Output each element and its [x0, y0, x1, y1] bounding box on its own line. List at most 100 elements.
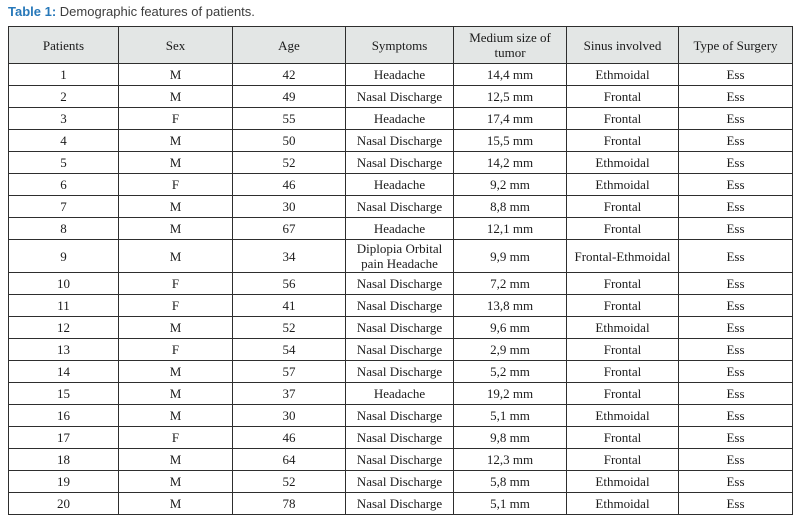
- cell-sinus-involved: Frontal: [566, 294, 679, 317]
- cell-age: 42: [232, 63, 346, 86]
- cell-type-of-surgery: Ess: [678, 85, 793, 108]
- cell-symptoms: Nasal Discharge: [345, 338, 454, 361]
- cell-type-of-surgery: Ess: [678, 272, 793, 295]
- cell-patients: 3: [8, 107, 119, 130]
- cell-patients: 4: [8, 129, 119, 152]
- table-row: 8 M 67 Headache 12,1 mm Frontal Ess: [8, 217, 793, 240]
- cell-patients: 17: [8, 426, 119, 449]
- table-body: 1 M 42 Headache 14,4 mm Ethmoidal Ess 2 M 49 Nasal…: [8, 63, 793, 515]
- cell-type-of-surgery: Ess: [678, 426, 793, 449]
- table-caption-text: Demographic features of patients.: [56, 4, 255, 19]
- cell-patients: 9: [8, 239, 119, 273]
- cell-sex: F: [118, 272, 233, 295]
- table-row: 7 M 30 Nasal Discharge 8,8 mm Frontal Ess: [8, 195, 793, 218]
- cell-patients: 11: [8, 294, 119, 317]
- table-row: 12 M 52 Nasal Discharge 9,6 mm Ethmoidal Ess: [8, 316, 793, 339]
- cell-patients: 20: [8, 492, 119, 515]
- cell-type-of-surgery: Ess: [678, 195, 793, 218]
- cell-type-of-surgery: Ess: [678, 404, 793, 427]
- cell-medium-size-of-tumor: 5,1 mm: [453, 492, 567, 515]
- cell-age: 67: [232, 217, 346, 240]
- cell-medium-size-of-tumor: 9,8 mm: [453, 426, 567, 449]
- cell-patients: 14: [8, 360, 119, 383]
- cell-sex: M: [118, 195, 233, 218]
- table-row: 11 F 41 Nasal Discharge 13,8 mm Frontal Ess: [8, 294, 793, 317]
- table-row: 18 M 64 Nasal Discharge 12,3 mm Frontal Ess: [8, 448, 793, 471]
- table-row: 19 M 52 Nasal Discharge 5,8 mm Ethmoidal Ess: [8, 470, 793, 493]
- cell-age: 56: [232, 272, 346, 295]
- cell-sex: M: [118, 492, 233, 515]
- cell-age: 50: [232, 129, 346, 152]
- table-row: 2 M 49 Nasal Discharge 12,5 mm Frontal Ess: [8, 85, 793, 108]
- cell-sinus-involved: Ethmoidal: [566, 404, 679, 427]
- col-header-type-of-surgery: Type of Surgery: [678, 26, 793, 64]
- cell-medium-size-of-tumor: 5,1 mm: [453, 404, 567, 427]
- col-header-sex: Sex: [118, 26, 233, 64]
- cell-medium-size-of-tumor: 9,9 mm: [453, 239, 567, 273]
- cell-symptoms: Headache: [345, 63, 454, 86]
- table-row: 3 F 55 Headache 17,4 mm Frontal Ess: [8, 107, 793, 130]
- cell-type-of-surgery: Ess: [678, 63, 793, 86]
- cell-symptoms: Nasal Discharge: [345, 272, 454, 295]
- cell-age: 37: [232, 382, 346, 405]
- col-header-medium-size-of-tumor: Medium size of tumor: [453, 26, 567, 64]
- cell-age: 78: [232, 492, 346, 515]
- col-header-age: Age: [232, 26, 346, 64]
- cell-age: 34: [232, 239, 346, 273]
- cell-patients: 12: [8, 316, 119, 339]
- cell-patients: 1: [8, 63, 119, 86]
- cell-sex: F: [118, 338, 233, 361]
- cell-type-of-surgery: Ess: [678, 382, 793, 405]
- col-header-sinus-involved: Sinus involved: [566, 26, 679, 64]
- cell-sinus-involved: Frontal: [566, 360, 679, 383]
- cell-medium-size-of-tumor: 7,2 mm: [453, 272, 567, 295]
- cell-sinus-involved: Frontal: [566, 107, 679, 130]
- cell-medium-size-of-tumor: 9,2 mm: [453, 173, 567, 196]
- cell-patients: 2: [8, 85, 119, 108]
- cell-sinus-involved: Ethmoidal: [566, 470, 679, 493]
- cell-patients: 16: [8, 404, 119, 427]
- cell-medium-size-of-tumor: 9,6 mm: [453, 316, 567, 339]
- cell-sinus-involved: Frontal: [566, 338, 679, 361]
- cell-sinus-involved: Frontal: [566, 448, 679, 471]
- table-row: 14 M 57 Nasal Discharge 5,2 mm Frontal Ess: [8, 360, 793, 383]
- cell-symptoms: Headache: [345, 382, 454, 405]
- cell-sex: M: [118, 239, 233, 273]
- table-row: 5 M 52 Nasal Discharge 14,2 mm Ethmoidal Ess: [8, 151, 793, 174]
- cell-type-of-surgery: Ess: [678, 239, 793, 273]
- table-row: 16 M 30 Nasal Discharge 5,1 mm Ethmoidal Ess: [8, 404, 793, 427]
- cell-medium-size-of-tumor: 19,2 mm: [453, 382, 567, 405]
- cell-age: 41: [232, 294, 346, 317]
- cell-age: 30: [232, 195, 346, 218]
- cell-sex: F: [118, 294, 233, 317]
- cell-type-of-surgery: Ess: [678, 360, 793, 383]
- cell-sinus-involved: Ethmoidal: [566, 173, 679, 196]
- patients-table: Patients Sex Age Symptoms Medium size of tum…: [8, 26, 793, 515]
- table-row: 17 F 46 Nasal Discharge 9,8 mm Frontal Ess: [8, 426, 793, 449]
- cell-symptoms: Nasal Discharge: [345, 470, 454, 493]
- cell-sinus-involved: Frontal: [566, 195, 679, 218]
- cell-medium-size-of-tumor: 15,5 mm: [453, 129, 567, 152]
- cell-age: 30: [232, 404, 346, 427]
- cell-age: 52: [232, 151, 346, 174]
- cell-sinus-involved: Ethmoidal: [566, 492, 679, 515]
- table-row: 15 M 37 Headache 19,2 mm Frontal Ess: [8, 382, 793, 405]
- cell-medium-size-of-tumor: 2,9 mm: [453, 338, 567, 361]
- cell-age: 64: [232, 448, 346, 471]
- cell-symptoms: Headache: [345, 217, 454, 240]
- cell-medium-size-of-tumor: 12,5 mm: [453, 85, 567, 108]
- cell-sex: M: [118, 217, 233, 240]
- table-row: 4 M 50 Nasal Discharge 15,5 mm Frontal Ess: [8, 129, 793, 152]
- cell-symptoms: Headache: [345, 107, 454, 130]
- cell-sex: M: [118, 316, 233, 339]
- cell-medium-size-of-tumor: 5,2 mm: [453, 360, 567, 383]
- cell-sinus-involved: Ethmoidal: [566, 63, 679, 86]
- cell-symptoms: Nasal Discharge: [345, 129, 454, 152]
- cell-patients: 15: [8, 382, 119, 405]
- cell-sinus-involved: Frontal: [566, 382, 679, 405]
- table-row: 13 F 54 Nasal Discharge 2,9 mm Frontal Ess: [8, 338, 793, 361]
- cell-symptoms: Headache: [345, 173, 454, 196]
- cell-sex: M: [118, 63, 233, 86]
- cell-patients: 8: [8, 217, 119, 240]
- cell-type-of-surgery: Ess: [678, 107, 793, 130]
